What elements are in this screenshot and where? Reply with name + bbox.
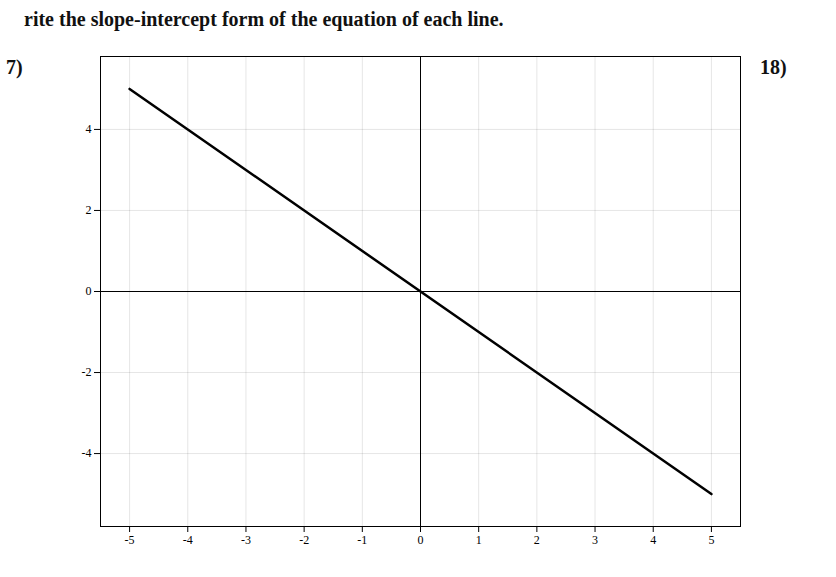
svg-text:5: 5 (708, 533, 714, 547)
svg-text:-1: -1 (357, 533, 367, 547)
svg-text:-2: -2 (82, 365, 92, 379)
svg-text:-2: -2 (299, 533, 309, 547)
svg-text:1: 1 (476, 533, 482, 547)
html-text:rite the slope-intercept form: rite the slope-intercept form of the equ… (24, 8, 504, 30)
svg-text:2: 2 (86, 203, 92, 217)
html-text:18): 18) (760, 56, 787, 78)
svg-text:-4: -4 (82, 446, 92, 460)
svg-text:4: 4 (650, 533, 656, 547)
svg-text:-3: -3 (241, 533, 251, 547)
svg-text:2: 2 (534, 533, 540, 547)
svg-text:4: 4 (86, 122, 92, 136)
svg-text:3: 3 (592, 533, 598, 547)
svg-text:0: 0 (418, 533, 424, 547)
svg-text:0: 0 (86, 284, 92, 298)
svg-text:-5: -5 (125, 533, 135, 547)
svg-text:-4: -4 (183, 533, 193, 547)
html-text:7): 7) (6, 56, 23, 78)
